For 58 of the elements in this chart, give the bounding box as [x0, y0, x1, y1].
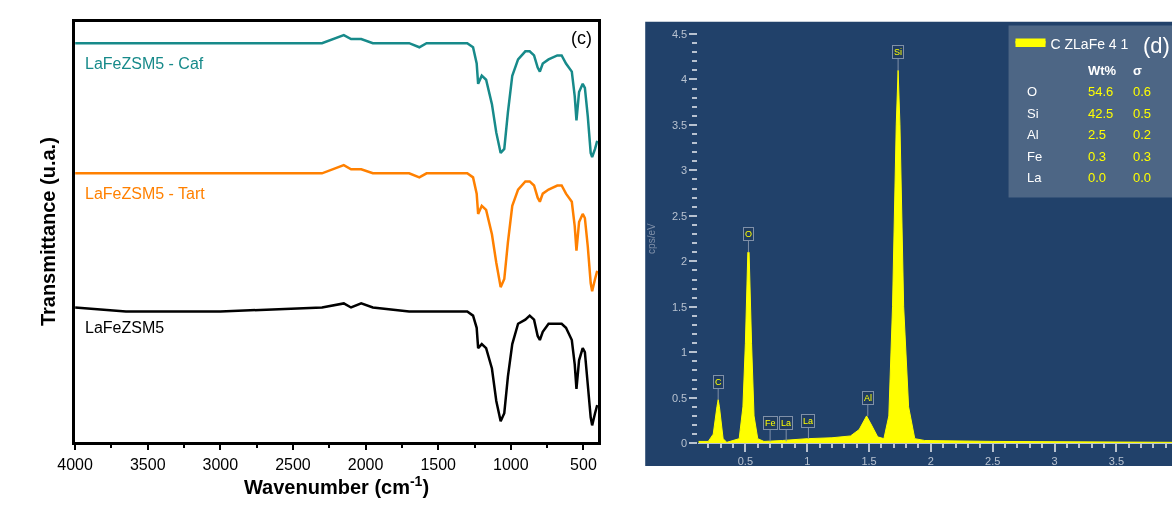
y-tick-label: 0.5	[671, 391, 688, 404]
x-tick-label: 1.5	[861, 455, 877, 468]
y-tick-label: 3	[681, 164, 688, 177]
annotation: 0.2	[1133, 127, 1152, 142]
x-tick-label: 3.5	[1108, 455, 1125, 468]
x-tick-label: 0.5	[737, 455, 754, 468]
x-tick-label: 2	[927, 455, 934, 468]
x-tick-label: 4000	[57, 455, 94, 473]
annotation: 0.3	[1133, 149, 1152, 164]
annotation: 0.3	[1088, 149, 1107, 164]
series-label: LaFeZSM5 - Caf	[85, 55, 204, 72]
x-axis-title: Wavenumber (cm$^{-1}$)	[243, 472, 430, 499]
annotation: O	[745, 229, 753, 239]
y-tick-label: 2	[681, 255, 688, 268]
annotation: Wt%	[1088, 63, 1117, 78]
chart-title: (d)	[1143, 33, 1170, 58]
y-tick-label: 1.5	[671, 300, 688, 313]
x-tick-label: 2000	[347, 455, 384, 473]
x-tick-label: 3	[1051, 455, 1058, 468]
annotation: Fe	[1027, 149, 1043, 164]
annotation: 2.5	[1088, 127, 1107, 142]
annotation: Si	[1027, 106, 1039, 121]
y-tick-label: 0	[681, 437, 688, 450]
x-tick-label: 500	[570, 455, 597, 473]
annotation: 0.0	[1133, 170, 1152, 185]
series-label: LaFeZSM5	[85, 319, 165, 336]
annotation: 54.6	[1088, 84, 1114, 99]
annotation: Al	[1027, 127, 1039, 142]
x-tick-label: 2.5	[985, 455, 1001, 468]
annotation: La	[1027, 170, 1043, 185]
y-tick-label: 4.5	[671, 27, 688, 40]
annotation: Al	[864, 393, 873, 403]
annotation: Fe	[765, 418, 776, 428]
annotation: 0.5	[1133, 106, 1152, 121]
annotation: Si	[894, 47, 903, 57]
annotation: C	[715, 377, 722, 387]
x-tick-label: 2500	[275, 455, 311, 473]
annotation: 0.0	[1088, 170, 1107, 185]
x-tick-label: 3500	[129, 455, 166, 473]
annotation: O	[1027, 84, 1038, 99]
y-tick-label: 3.5	[671, 118, 688, 131]
x-tick-label: 1	[804, 455, 811, 468]
x-tick-label: 1000	[493, 455, 529, 473]
annotation: 0.6	[1133, 84, 1152, 99]
annotation: La	[781, 418, 792, 428]
y-tick-label: 4	[681, 73, 688, 86]
annotation: 42.5	[1088, 106, 1114, 121]
annotation: La	[803, 416, 814, 426]
y-tick-label: 1	[681, 346, 688, 359]
y-axis-title: Transmittance (u.a.)	[36, 137, 59, 327]
annotation: σ	[1133, 63, 1142, 78]
series-label: LaFeZSM5 - Tart	[85, 185, 206, 202]
x-tick-label: 1500	[420, 455, 457, 473]
y-axis-title: cps/eV	[645, 222, 657, 254]
chart-title: (c)	[571, 28, 592, 48]
x-tick-label: 3000	[202, 455, 239, 473]
y-tick-label: 2.5	[671, 209, 688, 222]
legend-label: C ZLaFe 4 1	[1050, 35, 1129, 52]
